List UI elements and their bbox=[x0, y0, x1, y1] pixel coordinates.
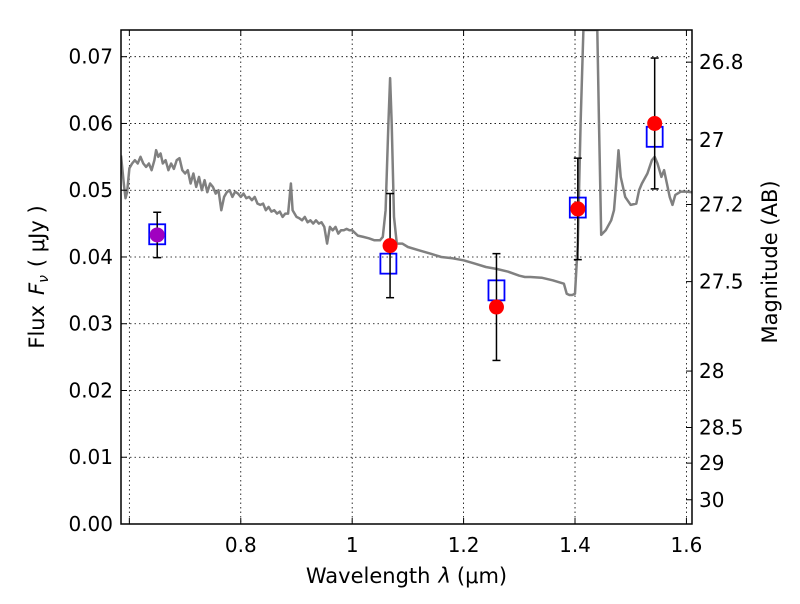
y-axis-title: FluxFν( μJy ) bbox=[25, 205, 52, 348]
spectrum-line bbox=[121, 30, 692, 297]
magnitude-tick-label: 28.5 bbox=[699, 416, 744, 440]
magnitude-tick-label: 27.2 bbox=[699, 192, 744, 216]
observed-photometry-point bbox=[488, 299, 504, 315]
observed-photometry-point bbox=[647, 115, 663, 131]
y-tick-label: 0.04 bbox=[68, 245, 113, 269]
y-tick-label: 0.00 bbox=[68, 512, 113, 536]
x-tick-label: 1 bbox=[346, 533, 359, 557]
x-tick-label: 1.4 bbox=[559, 533, 591, 557]
ticks: 0.8 1 1.2 1.4 1.6 0.00 0.01 0.02 0.03 0.04 0.05 0.0… bbox=[68, 30, 744, 557]
model-photometry-square bbox=[379, 252, 398, 275]
y2-axis-title: Magnitude (AB) bbox=[758, 180, 782, 343]
y-tick-label: 0.06 bbox=[68, 111, 113, 135]
y-tick-label: 0.02 bbox=[68, 378, 113, 402]
observed-photometry-point bbox=[570, 201, 586, 217]
x-tick-label: 0.8 bbox=[225, 533, 257, 557]
magnitude-tick-label: 26.8 bbox=[699, 50, 744, 74]
y-tick-label: 0.03 bbox=[68, 312, 113, 336]
magnitude-tick-label: 27 bbox=[699, 128, 724, 152]
y-tick-label: 0.01 bbox=[68, 445, 113, 469]
plot-frame bbox=[120, 29, 693, 525]
magnitude-tick-label: 29 bbox=[699, 451, 724, 475]
magnitude-tick-label: 30 bbox=[699, 488, 724, 512]
x-tick-label: 1.2 bbox=[448, 533, 480, 557]
y-tick-label: 0.05 bbox=[68, 178, 113, 202]
plot-area bbox=[121, 30, 692, 524]
observed-photometry-point bbox=[149, 227, 165, 243]
data-layer bbox=[121, 30, 692, 362]
magnitude-tick-label: 28 bbox=[699, 359, 724, 383]
grid bbox=[121, 30, 692, 524]
y-tick-label: 0.07 bbox=[68, 45, 113, 69]
x-tick-label: 1.6 bbox=[671, 533, 703, 557]
observed-photometry-point bbox=[382, 238, 398, 254]
magnitude-tick-label: 27.5 bbox=[699, 270, 744, 294]
x-axis-title: Wavelength λ (μm) bbox=[306, 564, 507, 588]
